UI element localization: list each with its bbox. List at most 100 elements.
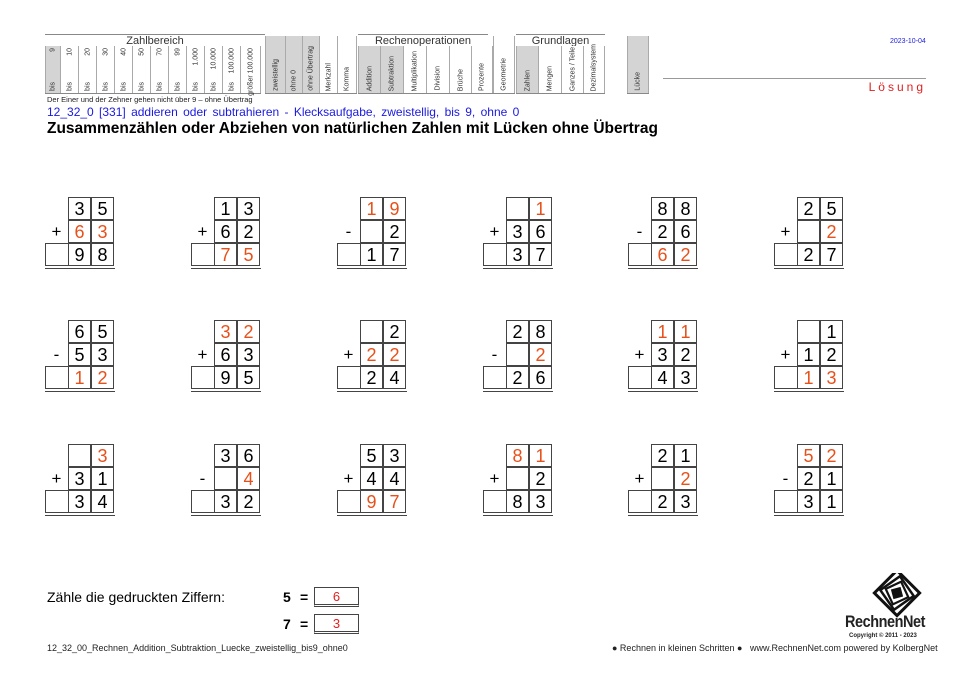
digit-cell: 6 (529, 366, 552, 389)
header-col: größer 100.000 (240, 46, 261, 96)
header-col: Addition (358, 46, 380, 93)
solution-digit-cell[interactable]: 1 (674, 320, 697, 343)
solution-digit-cell[interactable]: 2 (360, 343, 383, 366)
digit-cell: 3 (68, 467, 91, 490)
digit-cell: 8 (651, 197, 674, 220)
count-answer-box[interactable]: 3 (314, 614, 359, 634)
range-value: 50 (138, 48, 145, 56)
solution-digit-cell[interactable]: 1 (529, 197, 552, 220)
digit-cell: 9 (68, 243, 91, 266)
plus-sign: + (343, 345, 354, 364)
solution-digit-cell[interactable]: 6 (68, 220, 91, 243)
solution-digit-cell[interactable]: 3 (91, 220, 114, 243)
plus-sign: + (780, 345, 791, 364)
count-row-7: 7 = 3 (283, 614, 359, 634)
solution-digit-cell[interactable]: 2 (674, 467, 697, 490)
header-col-label: Multiplikation (411, 50, 419, 91)
solution-digit-cell[interactable]: 3 (214, 320, 237, 343)
digit-cell: 5 (68, 343, 91, 366)
header-col: Dezimalsystem (583, 44, 605, 93)
solution-digit-cell[interactable]: 2 (383, 343, 406, 366)
result-empty-cell (628, 490, 651, 513)
digit-cell: 2 (651, 220, 674, 243)
minus-sign: - (782, 469, 789, 488)
digit-cell: 7 (383, 243, 406, 266)
solution-digit-cell[interactable]: 9 (383, 197, 406, 220)
header-col: Subtraktion (380, 46, 403, 93)
solution-digit-cell[interactable]: 5 (237, 243, 260, 266)
double-underline (483, 513, 553, 516)
digit-cell: 7 (529, 243, 552, 266)
digit-cell: 8 (674, 197, 697, 220)
footer-site-link[interactable]: www.RechnenNet.com powered by KolbergNet (750, 643, 938, 653)
note: Der Einer und der Zehner gehen nicht übe… (47, 95, 253, 104)
solution-digit-cell[interactable]: 7 (383, 490, 406, 513)
result-empty-cell (483, 243, 506, 266)
range-prefix: bis (138, 82, 145, 91)
header-col-label: Brüche (457, 68, 464, 91)
range-value: 10 (66, 48, 73, 56)
plus-sign: + (51, 222, 62, 241)
solution-digit-cell[interactable]: 1 (797, 366, 820, 389)
minus-sign: - (199, 469, 206, 488)
range-value: 99 (174, 48, 181, 56)
solution-digit-cell[interactable]: 2 (820, 220, 843, 243)
digit-cell: 6 (68, 320, 91, 343)
digit-cell: 3 (68, 490, 91, 513)
solution-digit-cell[interactable]: 1 (651, 320, 674, 343)
zahlbereich-columns: 9 bis 10 bis 20 bis 30 bis 40 bis 50 bis 70 bis 99 bis 1… (45, 46, 261, 96)
count-answer-box[interactable]: 6 (314, 587, 359, 607)
minus-sign: - (345, 222, 352, 241)
solution-digit-cell[interactable]: 2 (674, 243, 697, 266)
solution-digit-cell[interactable]: 7 (214, 243, 237, 266)
result-empty-cell (45, 243, 68, 266)
digit-cell (797, 320, 820, 343)
solution-digit-cell[interactable]: 1 (68, 366, 91, 389)
range-value: 70 (156, 48, 163, 56)
header-col-label: zweistellig (272, 59, 279, 91)
digit-cell: 2 (797, 243, 820, 266)
solution-digit-cell[interactable]: 1 (529, 444, 552, 467)
digit-cell: 3 (68, 197, 91, 220)
solution-digit-cell[interactable]: 4 (237, 467, 260, 490)
plus-sign: + (489, 222, 500, 241)
header-col: Prozente (471, 46, 493, 93)
digit-cell: 1 (91, 467, 114, 490)
double-underline (191, 266, 261, 269)
luecke-label: Lücke (634, 72, 642, 91)
digit-cell: 4 (383, 467, 406, 490)
digit-cell (360, 320, 383, 343)
solution-digit-cell[interactable]: 2 (529, 343, 552, 366)
double-underline (483, 389, 553, 392)
digit-cell: 4 (360, 467, 383, 490)
solution-digit-cell[interactable]: 2 (237, 320, 260, 343)
solution-digit-cell[interactable]: 3 (91, 444, 114, 467)
header-col: Multiplikation (403, 46, 426, 93)
count-label: Zähle die gedruckten Ziffern: (47, 589, 225, 605)
digit-cell: 2 (820, 343, 843, 366)
double-underline (774, 513, 844, 516)
digit-cell: 3 (651, 343, 674, 366)
problem: 1 +3 6 3 7 (483, 197, 553, 269)
solution-digit-cell[interactable]: 2 (91, 366, 114, 389)
solution-digit-cell[interactable]: 8 (506, 444, 529, 467)
solution-digit-cell[interactable]: 9 (360, 490, 383, 513)
solution-digit-cell[interactable]: 1 (360, 197, 383, 220)
range-prefix: bis (192, 82, 199, 91)
digit-cell: 3 (506, 243, 529, 266)
result-empty-cell (191, 243, 214, 266)
result-empty-cell (337, 243, 360, 266)
solution-digit-cell[interactable]: 2 (820, 444, 843, 467)
subtitle: 12_32_0 [331] addieren oder subtrahieren… (47, 105, 520, 119)
group-rechenoperationen: Rechenoperationen (358, 34, 488, 47)
digit-cell: 6 (214, 343, 237, 366)
solution-digit-cell[interactable]: 6 (651, 243, 674, 266)
solution-digit-cell[interactable]: 5 (797, 444, 820, 467)
solution-digit-cell[interactable]: 3 (820, 366, 843, 389)
double-underline (628, 513, 698, 516)
digit-cell: 6 (529, 220, 552, 243)
digit-cell: 3 (214, 444, 237, 467)
header-col: Brüche (449, 46, 471, 93)
double-underline (628, 389, 698, 392)
